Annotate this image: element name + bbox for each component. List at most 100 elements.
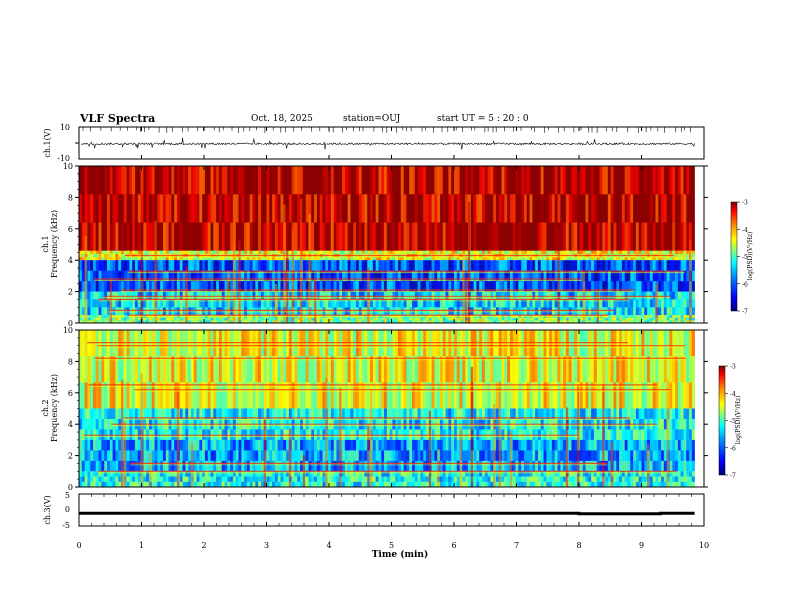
spectrogram-cell: [92, 250, 97, 254]
spectrogram-cell: [151, 194, 155, 223]
spectrogram-cell: [106, 257, 111, 261]
spectrogram-cell: [188, 250, 192, 254]
spectrogram-cell: [291, 450, 295, 461]
spectrogram-cell: [120, 299, 125, 308]
spectrogram-cell: [347, 299, 351, 308]
spectrogram-cell: [224, 382, 228, 409]
spectrogram-cell: [134, 260, 139, 271]
spectrogram-cell: [633, 307, 637, 316]
spectrogram-cell: [378, 281, 382, 292]
spectrogram-cell: [333, 471, 337, 477]
spectrogram-cell: [619, 315, 623, 318]
spectrogram-cell: [386, 320, 390, 323]
spectrogram-cell: [599, 299, 603, 308]
spectrogram-cell: [143, 408, 147, 419]
spectrogram-cell: [560, 250, 564, 254]
spectrogram-cell: [672, 260, 676, 271]
ch1-spectrogram-channel-label: ch.1: [41, 235, 50, 252]
spectrogram-cell: [297, 250, 301, 254]
spectrogram-cell: [252, 408, 256, 419]
spectrogram-cell: [143, 382, 147, 409]
spectrogram-cell: [294, 299, 298, 308]
spectrogram-cell: [294, 307, 298, 316]
spectrogram-cell: [98, 356, 102, 383]
spectrogram-cell: [529, 291, 533, 300]
ch1-colorbar-label: log(PSD)(V²/Hz): [747, 232, 754, 281]
spectrogram-cell: [277, 270, 281, 282]
spectrogram-cell: [409, 408, 413, 419]
spectrogram-cell: [336, 194, 340, 223]
spectrogram-cell: [126, 299, 130, 308]
spectrogram-cell: [165, 291, 169, 300]
spectrogram-cell: [412, 317, 416, 321]
spectrogram-cell: [216, 194, 220, 223]
spectrogram-cell: [358, 439, 362, 451]
spectrogram-cell: [90, 320, 94, 323]
spectrogram-cell: [644, 317, 648, 321]
spectrogram-cell: [154, 450, 158, 461]
spectrogram-cell: [493, 166, 497, 195]
spectrogram-cell: [92, 270, 97, 282]
spectrogram-cell: [193, 307, 197, 316]
spectrogram-cell: [255, 307, 259, 316]
spectrogram-cell: [347, 481, 351, 487]
spectrogram-cell: [204, 194, 209, 223]
spectrogram-cell: [389, 408, 393, 419]
spectrogram-sferic: [84, 236, 87, 323]
spectrogram-cell: [593, 320, 597, 323]
spectrogram-cell: [403, 307, 407, 316]
spectrogram-cell: [403, 299, 407, 308]
spectrogram-cell: [663, 194, 667, 223]
spectrogram-cell: [652, 291, 656, 300]
spectrogram-cell: [286, 476, 290, 482]
spectrogram-cell: [244, 317, 248, 321]
spectrogram-cell: [412, 222, 416, 251]
spectrogram-cell: [316, 194, 320, 223]
spectrogram-cell: [537, 166, 542, 195]
spectrogram-cell: [521, 250, 525, 254]
spectrogram-cell: [137, 320, 141, 323]
spectrogram-cell: [644, 166, 648, 195]
spectrogram-cell: [302, 317, 306, 321]
spectrogram-cell: [585, 320, 589, 323]
spectrogram-cell: [453, 166, 458, 195]
spectrogram-cell: [344, 250, 348, 254]
spectrogram-cell: [221, 356, 225, 383]
spectrogram-cell: [319, 257, 323, 261]
spectrogram-cell: [498, 320, 502, 323]
spectrogram-cell: [398, 250, 402, 254]
spectrogram-cell: [448, 270, 452, 282]
spectrogram-cell: [112, 307, 116, 316]
spectrogram-cell: [400, 408, 404, 419]
spectrogram-cell: [286, 194, 290, 223]
spectrogram-cell: [266, 382, 270, 409]
spectrogram-cell: [563, 166, 567, 195]
spectrogram-cell: [134, 476, 139, 482]
spectrogram-cell: [406, 270, 410, 282]
spectrogram-cell: [389, 166, 393, 195]
spectrogram-cell: [551, 317, 556, 321]
spectrogram-cell: [266, 356, 270, 383]
spectrogram-cell: [174, 281, 178, 292]
spectrogram-cell: [381, 260, 385, 271]
spectrogram-cell: [370, 281, 374, 292]
spectrogram-cell: [143, 222, 147, 251]
spectrogram-cell: [484, 299, 488, 308]
spectrogram-cell: [459, 307, 463, 316]
spectrogram-cell: [202, 166, 206, 195]
spectrogram-cell: [258, 281, 262, 292]
spectrogram-cell: [305, 166, 309, 195]
spectrogram-cell: [277, 439, 281, 451]
spectrogram-cell: [409, 307, 413, 316]
spectrogram-cell: [565, 166, 569, 195]
spectrogram-cell: [364, 481, 368, 487]
spectrogram-cell: [90, 382, 94, 409]
spectrogram-cell: [288, 270, 292, 282]
spectrogram-cell: [680, 260, 684, 271]
spectrogram-cell: [605, 307, 609, 316]
spectrogram-cell: [238, 471, 242, 477]
spectrogram-cell: [336, 260, 340, 271]
spectrogram-cell: [174, 299, 178, 308]
spectrogram-cell: [515, 194, 519, 223]
spectrogram-cell: [241, 257, 245, 261]
